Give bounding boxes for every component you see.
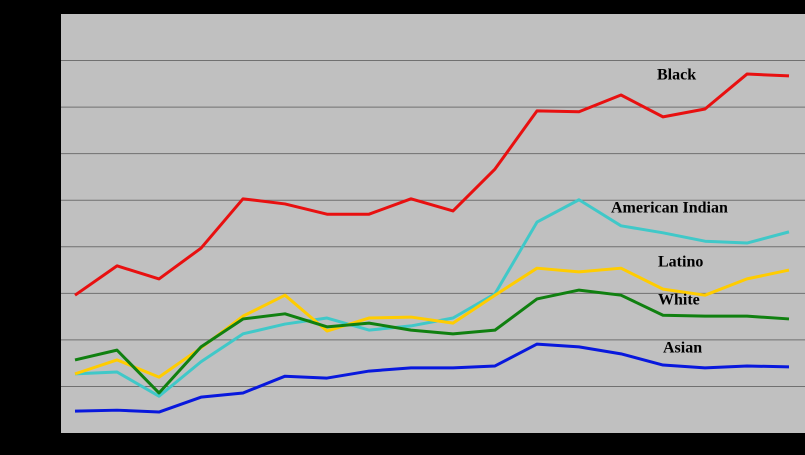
series-line xyxy=(74,342,790,414)
series-line xyxy=(74,72,790,297)
series-label: American Indian xyxy=(611,200,728,217)
series-line xyxy=(74,198,790,398)
series-line xyxy=(74,288,790,395)
series-label: Black xyxy=(657,67,696,84)
series-label: White xyxy=(658,292,700,309)
series-label: Latino xyxy=(658,254,703,271)
series-label: Asian xyxy=(663,340,702,357)
